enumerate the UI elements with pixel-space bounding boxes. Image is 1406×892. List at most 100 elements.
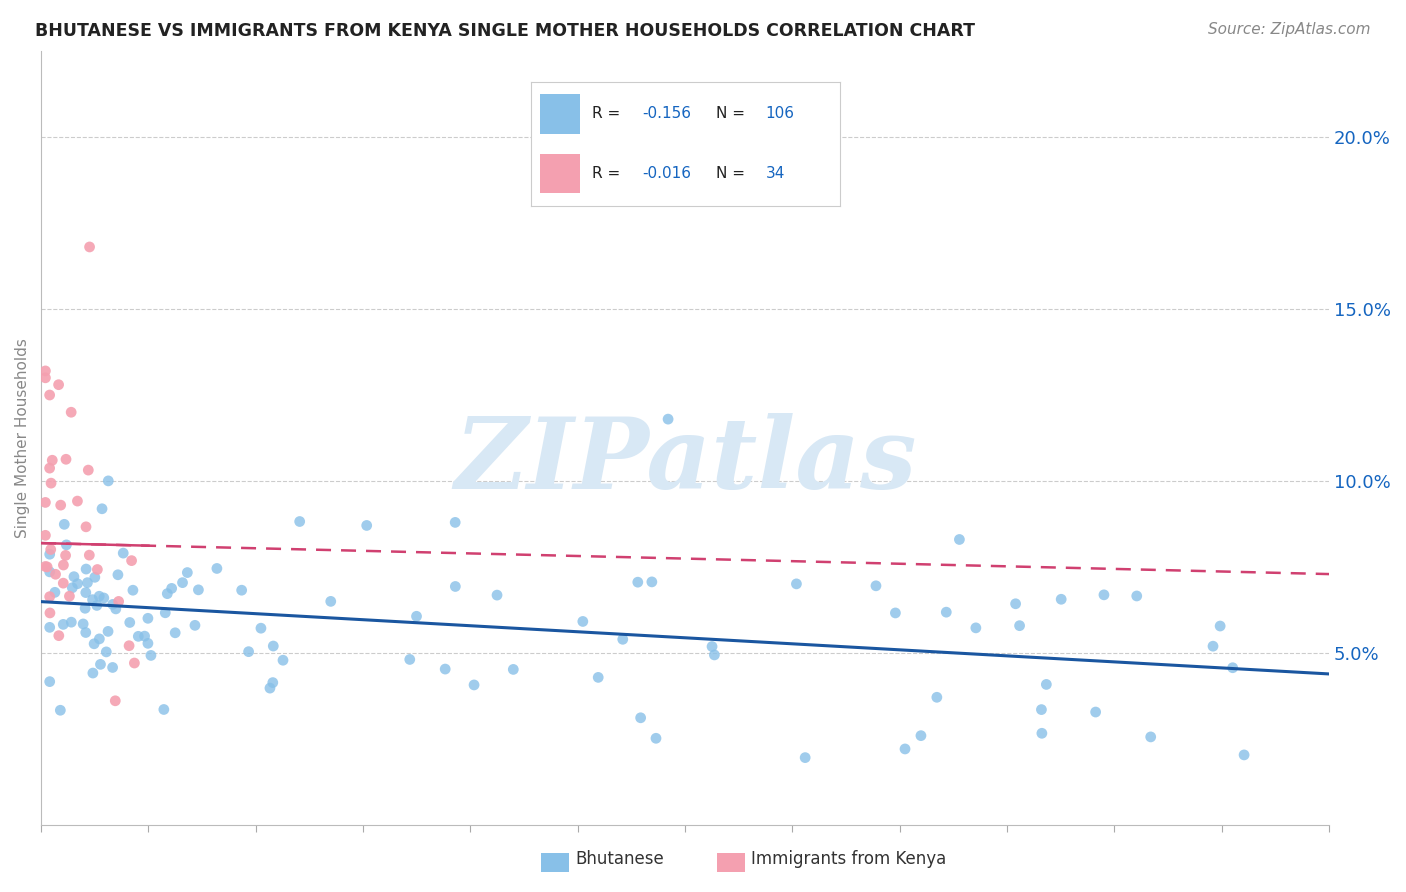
Point [89,657,111,672]
Point [97,624,120,639]
Point [645,731,668,746]
Point [39,606,62,620]
Point [136,611,159,625]
Point [1084,705,1107,719]
Point [112,546,135,560]
Point [1031,726,1053,740]
Point [572,615,595,629]
Point [124,656,146,670]
Point [49,498,72,512]
Point [1233,747,1256,762]
Point [34,364,56,378]
Point [965,621,987,635]
Point [187,582,209,597]
Point [703,648,725,662]
Point [75,520,97,534]
Point [66,576,89,591]
Point [34,495,56,509]
Text: Bhutanese: Bhutanese [575,850,664,868]
Point [107,567,129,582]
Point [444,579,467,593]
Point [136,636,159,650]
Point [262,675,284,690]
Point [1139,730,1161,744]
Point [288,515,311,529]
Point [160,582,183,596]
Point [55,538,77,552]
Y-axis label: Single Mother Households: Single Mother Households [15,338,30,538]
Point [238,645,260,659]
Point [37,560,59,574]
Point [96,645,118,659]
Point [502,662,524,676]
Point [1050,592,1073,607]
Point [356,518,378,533]
Point [101,660,124,674]
Point [86,599,108,613]
Point [101,598,124,612]
Point [60,405,83,419]
Point [1008,618,1031,632]
Point [49,703,72,717]
Point [38,547,60,561]
Point [75,601,97,615]
Point [627,575,650,590]
Point [38,620,60,634]
Point [89,589,111,603]
Point [104,694,127,708]
Point [1035,677,1057,691]
Point [205,561,228,575]
Point [75,585,97,599]
Point [612,632,634,647]
Point [83,570,105,584]
Point [444,516,467,530]
Text: Immigrants from Kenya: Immigrants from Kenya [751,850,946,868]
Point [52,617,75,632]
Point [55,452,77,467]
Point [948,533,970,547]
Point [794,750,817,764]
Point [52,558,75,572]
Point [250,621,273,635]
Point [38,461,60,475]
Point [89,632,111,646]
Point [1004,597,1026,611]
Point [79,548,101,562]
Point [77,463,100,477]
Point [107,594,129,608]
Point [155,606,177,620]
Point [184,618,207,632]
Point [176,566,198,580]
Point [319,594,342,608]
Point [82,666,104,681]
Point [44,585,66,599]
Point [48,629,70,643]
Point [34,371,56,385]
Point [865,579,887,593]
Point [60,581,83,595]
Point [34,559,56,574]
Point [1202,639,1225,653]
Point [1092,588,1115,602]
Point [259,681,281,695]
Point [271,653,294,667]
Point [700,640,723,654]
Point [463,678,485,692]
Point [118,639,141,653]
Point [82,592,104,607]
Point [884,606,907,620]
Point [60,615,83,630]
Point [75,562,97,576]
Point [894,742,917,756]
Point [127,629,149,643]
Point [434,662,457,676]
Point [76,575,98,590]
Point [66,494,89,508]
Point [405,609,427,624]
Point [38,674,60,689]
Point [630,711,652,725]
Point [38,590,60,604]
Point [97,474,120,488]
Point [86,562,108,576]
Point [39,476,62,491]
